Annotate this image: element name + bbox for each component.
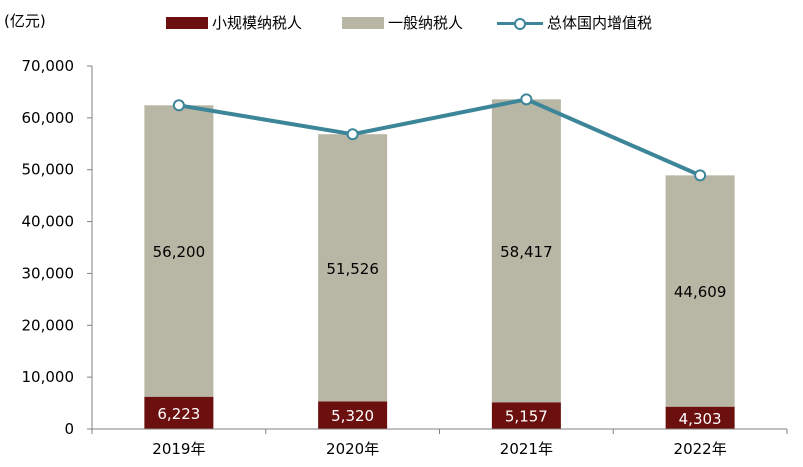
legend-swatch-general <box>342 16 384 29</box>
bar-small <box>318 401 388 429</box>
data-label-small: 4,303 <box>679 410 722 428</box>
legend-label-small: 小规模纳税人 <box>212 14 303 32</box>
legend-label-general: 一般纳税人 <box>388 14 464 32</box>
bar-small <box>144 396 214 429</box>
x-tick-label: 2019年 <box>152 440 205 458</box>
chart-legend: 小规模纳税人 一般纳税人 总体国内增值税 <box>0 12 803 36</box>
legend-swatch-total <box>497 16 543 30</box>
data-label-small: 5,157 <box>505 408 548 426</box>
bar-general <box>318 134 388 402</box>
y-tick-label: 40,000 <box>22 213 75 231</box>
data-label-small: 6,223 <box>157 405 200 423</box>
legend-label-total: 总体国内增值税 <box>547 14 653 32</box>
y-tick-label: 50,000 <box>22 161 75 179</box>
x-tick-label: 2021年 <box>500 440 553 458</box>
y-tick-label: 60,000 <box>22 109 75 127</box>
legend-item-total: 总体国内增值税 <box>497 12 652 33</box>
unit-label: (亿元) <box>4 12 46 30</box>
y-tick-label: 0 <box>64 420 74 438</box>
bar-small <box>491 402 561 429</box>
x-tick-label: 2020年 <box>326 440 379 458</box>
line-point-total <box>172 99 185 112</box>
legend-item-general: 一般纳税人 <box>342 12 463 33</box>
y-tick-label: 30,000 <box>22 264 75 282</box>
x-tick-label: 2022年 <box>674 440 727 458</box>
legend-item-small: 小规模纳税人 <box>166 12 302 33</box>
legend-swatch-small <box>166 16 208 29</box>
line-point-total <box>520 93 533 106</box>
data-label-general: 56,200 <box>153 243 206 261</box>
data-label-general: 51,526 <box>326 260 379 278</box>
line-point-total <box>694 169 707 182</box>
bar-general <box>144 105 214 397</box>
data-label-general: 44,609 <box>674 283 727 301</box>
bar-general <box>491 99 561 403</box>
y-tick-label: 20,000 <box>22 316 75 334</box>
bar-small <box>665 406 735 429</box>
line-point-total <box>346 128 359 141</box>
data-label-general: 58,417 <box>500 243 553 261</box>
y-tick-label: 10,000 <box>22 368 75 386</box>
series-line-total <box>178 97 701 178</box>
data-label-small: 5,320 <box>331 407 374 425</box>
bar-general <box>665 175 735 407</box>
y-tick-label: 70,000 <box>22 57 75 75</box>
